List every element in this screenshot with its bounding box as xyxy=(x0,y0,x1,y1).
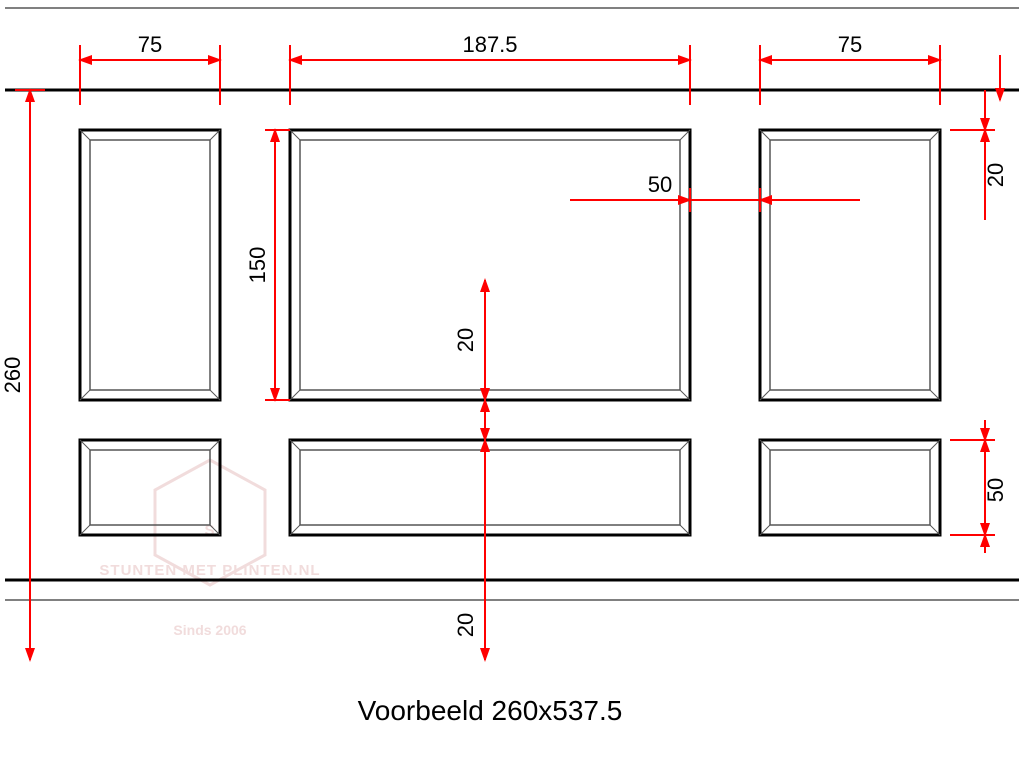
svg-text:75: 75 xyxy=(138,32,162,57)
svg-text:260: 260 xyxy=(0,357,25,394)
svg-text:20: 20 xyxy=(983,163,1008,187)
panel-bot-center xyxy=(290,440,690,535)
svg-text:20: 20 xyxy=(453,613,478,637)
panels-group xyxy=(80,130,940,535)
svg-text:50: 50 xyxy=(983,478,1008,502)
panel-bot-left xyxy=(80,440,220,535)
svg-text:20: 20 xyxy=(453,328,478,352)
panel-top-left xyxy=(80,130,220,400)
svg-text:150: 150 xyxy=(245,247,270,284)
technical-drawing: S STUNTEN MET PLINTEN.NL Sinds 2006 7518… xyxy=(0,0,1024,767)
panel-top-right xyxy=(760,130,940,400)
caption-text: Voorbeeld 260x537.5 xyxy=(358,695,623,726)
watermark-line1: STUNTEN MET PLINTEN.NL xyxy=(99,562,320,579)
panel-bot-right xyxy=(760,440,940,535)
svg-text:187.5: 187.5 xyxy=(462,32,517,57)
panel-top-center xyxy=(290,130,690,400)
svg-text:50: 50 xyxy=(648,172,672,197)
watermark-line2: Sinds 2006 xyxy=(173,622,246,638)
border-lines xyxy=(5,8,1019,600)
svg-text:75: 75 xyxy=(838,32,862,57)
